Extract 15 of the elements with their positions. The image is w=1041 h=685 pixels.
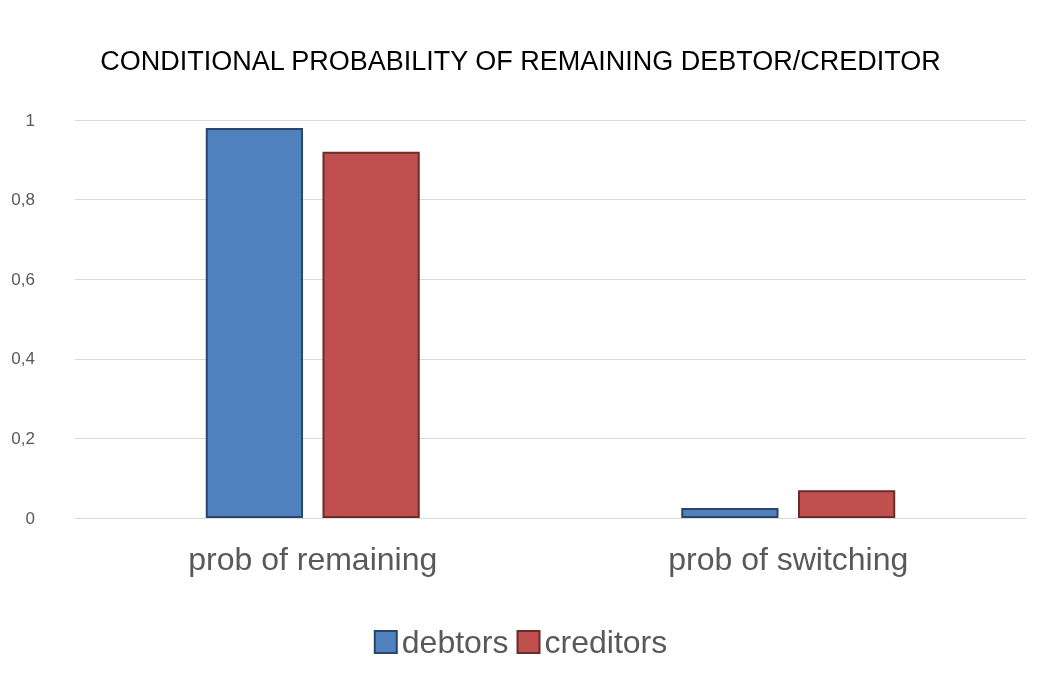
x-tick-label: prob of switching [668, 541, 909, 577]
legend-label: creditors [544, 624, 668, 660]
y-tick-label: 0,4 [11, 349, 35, 369]
bar [205, 127, 304, 518]
y-tick-label: 0,2 [11, 428, 35, 448]
y-tick-label: 0 [25, 508, 35, 528]
bar [322, 151, 420, 518]
y-tick-label: 0,6 [11, 269, 35, 289]
x-tick-label: prob of remaining [188, 541, 438, 577]
bar [797, 490, 896, 518]
y-tick-label: 0,8 [11, 190, 35, 210]
chart-title: CONDITIONAL PROBABILITY OF REMAINING DEBTOR/CREDITOR [100, 45, 941, 76]
legend-label: debtors [401, 624, 509, 660]
bar [681, 508, 779, 518]
y-tick-label: 1 [25, 110, 35, 130]
